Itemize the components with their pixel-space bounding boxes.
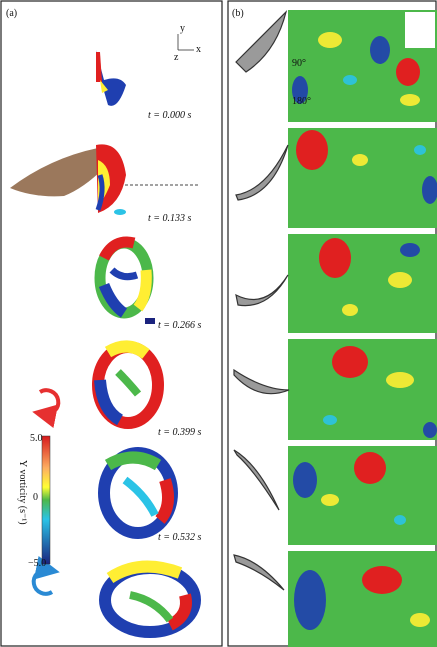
panel-b-label: (b) [232, 8, 244, 19]
vortex-fragment [145, 318, 155, 324]
colorbar-title: Y vorticity (s⁻¹) [17, 460, 28, 525]
axis-y: y [180, 23, 185, 34]
vortex [98, 447, 178, 539]
time-label: t = 0.133 s [148, 213, 192, 224]
axes-icon [177, 34, 194, 51]
angle-label: 180° [292, 96, 311, 107]
vortex [96, 50, 126, 106]
colorbar-tick: 5.0 [30, 433, 43, 444]
time-label: t = 0.532 s [158, 532, 202, 543]
vortex [95, 144, 126, 215]
axis-z: z [174, 52, 179, 63]
vortex [92, 340, 164, 429]
colorbar-tick: −5.0 [28, 558, 46, 569]
time-label: t = 0.000 s [148, 110, 192, 121]
time-label: t = 0.399 s [158, 427, 202, 438]
rotation-icon [31, 555, 60, 596]
fish [10, 148, 104, 197]
axis-x: x [196, 44, 201, 55]
rotation-icon [32, 388, 61, 429]
wings [233, 10, 290, 591]
time-label: t = 0.266 s [158, 320, 202, 331]
colorbar-tick: 0 [33, 492, 38, 503]
flow-fields [288, 10, 437, 647]
panel-a-frame [0, 0, 223, 647]
vortex [99, 560, 201, 638]
angle-label: 90° [292, 58, 306, 69]
vortex [94, 236, 154, 319]
panel-a-label: (a) [6, 8, 17, 19]
colorbar [41, 435, 51, 565]
